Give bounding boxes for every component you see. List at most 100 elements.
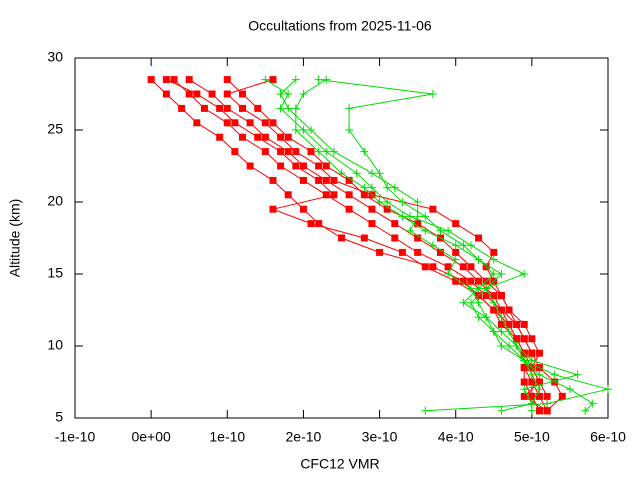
point bbox=[368, 220, 376, 228]
point bbox=[360, 234, 368, 242]
point bbox=[520, 378, 528, 386]
x-tick-label: 6e-10 bbox=[590, 429, 626, 445]
point bbox=[246, 119, 254, 127]
point bbox=[558, 392, 566, 400]
point bbox=[299, 162, 307, 170]
point bbox=[368, 205, 376, 213]
point bbox=[474, 284, 483, 293]
point bbox=[459, 241, 468, 250]
x-tick-label: -1e-10 bbox=[55, 429, 96, 445]
point bbox=[383, 198, 392, 206]
point bbox=[391, 220, 399, 228]
point bbox=[505, 327, 514, 336]
y-tick-label: 25 bbox=[47, 121, 63, 137]
point bbox=[543, 399, 552, 408]
point bbox=[406, 226, 415, 235]
point bbox=[528, 335, 536, 343]
point bbox=[261, 119, 269, 127]
point bbox=[535, 378, 543, 386]
y-tick-label: 10 bbox=[47, 337, 63, 353]
point bbox=[299, 126, 308, 134]
point bbox=[513, 335, 521, 343]
x-tick-label: 0e+00 bbox=[131, 429, 171, 445]
point bbox=[429, 263, 437, 271]
point bbox=[505, 320, 513, 328]
x-tick-label: 5e-10 bbox=[514, 429, 550, 445]
point bbox=[527, 399, 536, 408]
x-tick-label: 3e-10 bbox=[362, 429, 398, 445]
y-tick-label: 5 bbox=[55, 409, 63, 425]
point bbox=[444, 226, 453, 235]
point bbox=[414, 234, 422, 242]
point bbox=[474, 255, 483, 264]
point bbox=[307, 220, 315, 228]
point bbox=[367, 169, 376, 178]
point bbox=[352, 169, 361, 178]
point bbox=[246, 162, 254, 170]
point bbox=[345, 191, 353, 199]
plot-border bbox=[74, 57, 609, 419]
point bbox=[261, 148, 269, 156]
point bbox=[216, 133, 224, 141]
point bbox=[475, 234, 483, 242]
point bbox=[565, 385, 574, 394]
point bbox=[413, 212, 422, 221]
point bbox=[466, 284, 475, 293]
x-tick-label: 2e-10 bbox=[286, 429, 322, 445]
point bbox=[178, 104, 186, 112]
point bbox=[421, 226, 430, 235]
point bbox=[466, 298, 475, 307]
point bbox=[444, 270, 453, 278]
point bbox=[490, 306, 498, 314]
point bbox=[528, 349, 536, 357]
point bbox=[475, 277, 483, 285]
point bbox=[193, 90, 201, 98]
point bbox=[390, 183, 399, 192]
x-axis-label: CFC12 VMR bbox=[300, 456, 379, 472]
x-tick-label: 1e-10 bbox=[209, 429, 245, 445]
point bbox=[520, 320, 528, 328]
point bbox=[360, 147, 369, 156]
point bbox=[337, 169, 346, 178]
point bbox=[322, 191, 330, 199]
point bbox=[360, 183, 369, 192]
point bbox=[284, 133, 292, 141]
point bbox=[269, 176, 277, 184]
y-tick-label: 30 bbox=[47, 49, 63, 65]
point bbox=[269, 76, 277, 84]
point bbox=[223, 104, 231, 112]
point bbox=[505, 342, 514, 350]
point bbox=[269, 205, 277, 213]
point bbox=[291, 104, 300, 113]
point bbox=[428, 90, 437, 98]
point bbox=[383, 205, 391, 213]
point bbox=[322, 162, 330, 170]
point bbox=[497, 270, 506, 278]
point bbox=[239, 104, 247, 112]
point bbox=[527, 370, 536, 379]
point bbox=[413, 198, 422, 206]
point bbox=[261, 133, 269, 141]
point bbox=[543, 407, 551, 415]
point bbox=[466, 241, 475, 250]
point bbox=[406, 212, 415, 221]
point bbox=[490, 248, 498, 256]
point bbox=[329, 147, 338, 156]
point bbox=[520, 392, 528, 400]
point bbox=[398, 212, 407, 221]
point bbox=[482, 284, 491, 293]
point bbox=[604, 385, 612, 394]
point bbox=[239, 133, 247, 141]
point bbox=[223, 76, 231, 84]
point bbox=[550, 370, 559, 379]
point bbox=[459, 298, 468, 307]
point bbox=[162, 76, 170, 84]
point bbox=[292, 162, 300, 170]
point bbox=[322, 75, 331, 84]
point bbox=[277, 162, 285, 170]
point bbox=[573, 370, 582, 379]
point bbox=[452, 248, 460, 256]
point bbox=[428, 241, 437, 250]
point bbox=[193, 119, 201, 127]
point bbox=[535, 370, 544, 379]
